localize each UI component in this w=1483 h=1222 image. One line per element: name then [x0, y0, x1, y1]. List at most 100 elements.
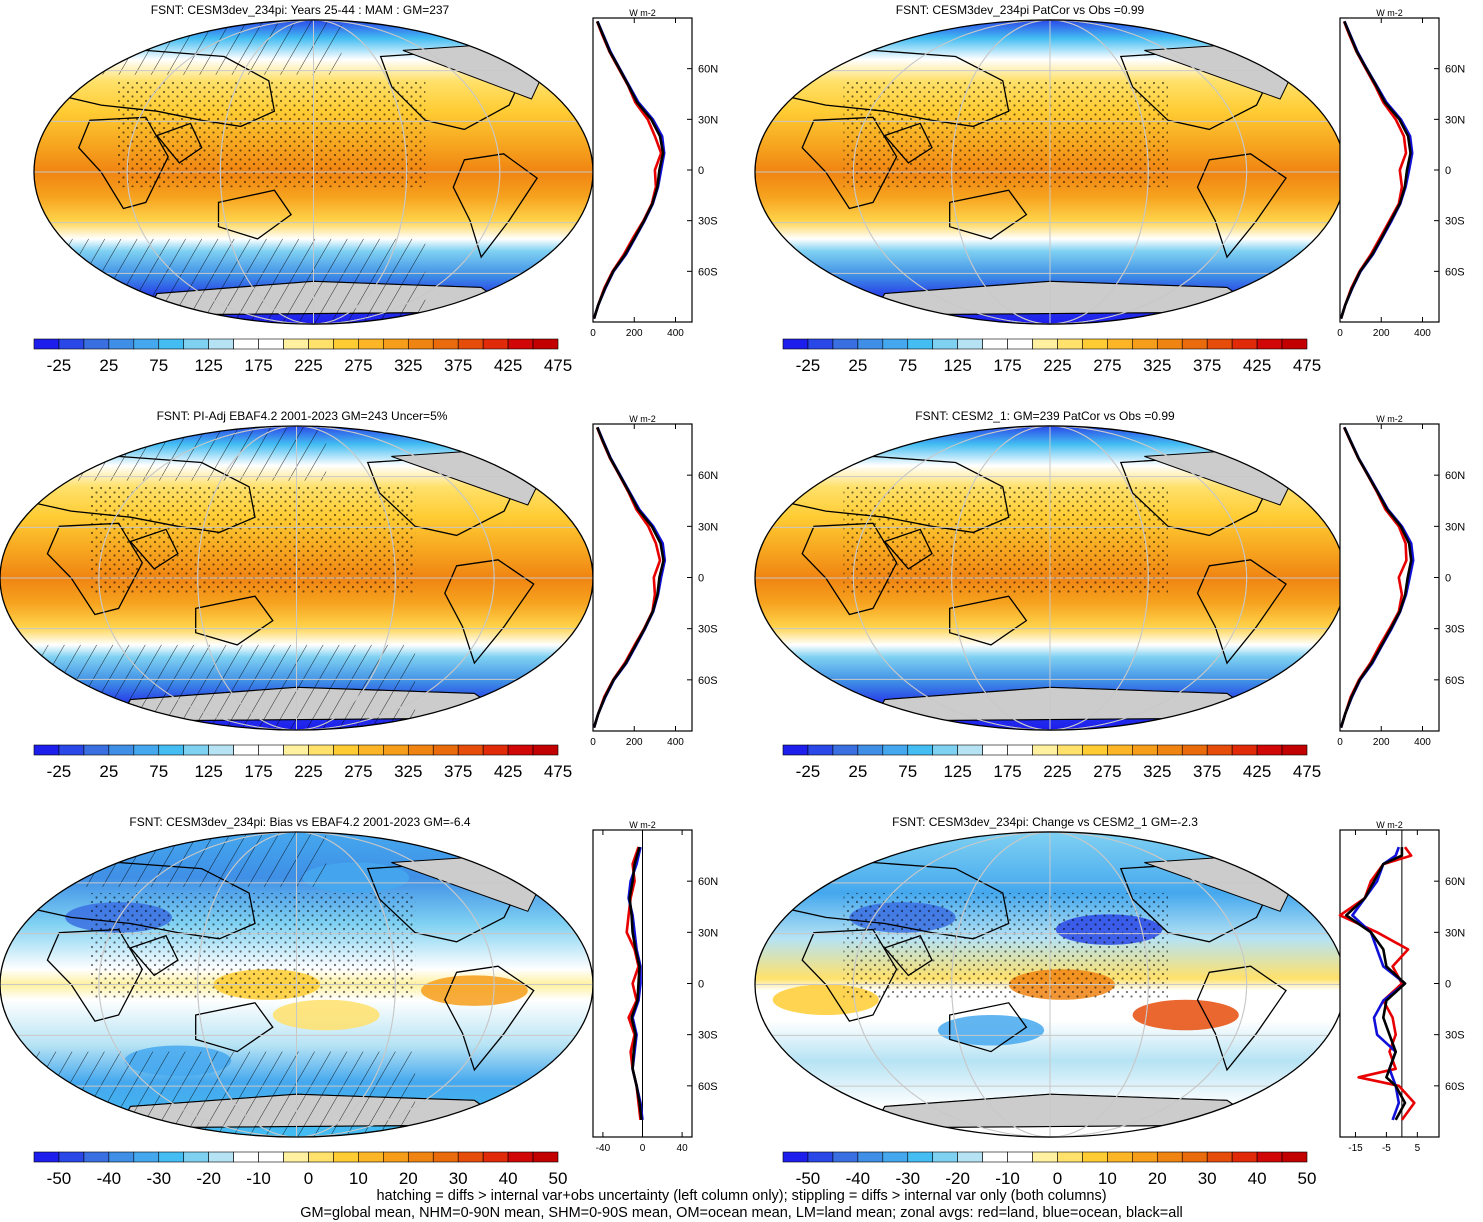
zonal-ytick-label: 30N [698, 521, 718, 533]
colorbar-swatch [1032, 1151, 1058, 1163]
colorbar-swatch [982, 1151, 1008, 1163]
colorbar-swatch [1181, 744, 1208, 756]
colorbar-label: -25 [47, 356, 72, 375]
graticule-lon [98, 832, 495, 1137]
colorbar-swatch [283, 744, 309, 756]
panel-title: FSNT: CESM3dev_234pi: Bias vs EBAF4.2 20… [129, 815, 470, 829]
colorbar-swatch [308, 744, 334, 756]
zonal-panel: W m-2 60N 30N 0 30S 60S 0 200 400 [1337, 414, 1465, 748]
colorbar-swatch [957, 338, 983, 350]
colorbar-swatch [333, 1151, 359, 1163]
colorbar-swatch [1007, 744, 1033, 756]
zonal-panel: W m-2 60N 30N 0 30S 60S 0 200 400 [590, 8, 718, 339]
colorbar-swatch [1032, 744, 1058, 756]
colorbar-swatch [1206, 338, 1233, 350]
zonal-panel: W m-2 60N 30N 0 30S 60S 0 200 400 [1337, 8, 1465, 339]
zonal-xtick-label: 0 [1337, 328, 1343, 339]
colorbar-swatch [58, 744, 85, 756]
stippling [843, 80, 1168, 188]
colorbar-label: -25 [47, 762, 72, 781]
zonal-ytick-label: 30N [1445, 927, 1465, 939]
zonal-frame [1339, 17, 1440, 323]
colorbar-swatch [1156, 338, 1183, 350]
colorbar-swatch [1132, 1151, 1158, 1163]
colorbar-label: -50 [47, 1169, 72, 1188]
colorbar-swatch [158, 1151, 185, 1163]
colorbar-swatch [857, 744, 884, 756]
panel-5: FSNT: CESM3dev_234pi: Bias vs EBAF4.2 20… [0, 815, 718, 1188]
colorbar-label: 425 [1243, 762, 1271, 781]
colorbar-swatch [807, 1151, 834, 1163]
zonal-xtick-label: 0 [590, 737, 596, 748]
zonal-ytick-label: 30N [1445, 521, 1465, 533]
colorbar-label: 50 [1298, 1169, 1317, 1188]
colorbar-label: -20 [196, 1169, 221, 1188]
colorbar-swatch [907, 744, 934, 756]
colorbar-swatch [507, 338, 534, 350]
colorbar-swatch [1231, 338, 1258, 350]
coastline [1196, 559, 1287, 665]
zonal-frame [1339, 829, 1440, 1138]
colorbar-swatch [482, 338, 509, 350]
map [755, 831, 1345, 1138]
colorbar-swatch [1082, 338, 1108, 350]
zonal-panel: W m-2 60N 30N 0 30S 60S -15 -5 5 [1338, 820, 1465, 1154]
map-anomaly [421, 975, 528, 1006]
colorbar: -25 25 75 125 175 225 275 325 375 425 475 [782, 338, 1321, 375]
zonal-ytick-label: 30N [1445, 114, 1465, 126]
colorbar-swatch [1181, 1151, 1208, 1163]
colorbar-label: 125 [943, 356, 971, 375]
colorbar-label: 10 [1098, 1169, 1117, 1188]
colorbar-swatch [83, 1151, 110, 1163]
colorbar-swatch [407, 1151, 434, 1163]
zonal-ytick-label: 60S [1445, 1081, 1465, 1093]
colorbar-swatch [358, 338, 384, 350]
zonal-ytick-label: 30S [698, 216, 718, 228]
colorbar-swatch [183, 338, 209, 350]
colorbar-swatch [33, 1151, 60, 1163]
colorbar-label: 325 [1143, 762, 1171, 781]
panel-4: FSNT: CESM2_1: GM=239 PatCor vs Obs =0.9… [754, 409, 1465, 781]
colorbar-swatch [1057, 338, 1083, 350]
colorbar-swatch [1281, 1151, 1308, 1163]
zonal-ytick-label: 0 [1445, 979, 1451, 991]
zonal-series-all [592, 20, 665, 319]
colorbar-swatch [358, 1151, 384, 1163]
colorbar-swatch [183, 744, 209, 756]
colorbar-swatch [183, 1151, 209, 1163]
colorbar-label: 125 [194, 356, 222, 375]
map [755, 19, 1345, 325]
zonal-ytick-label: 60S [1445, 266, 1465, 278]
stippling [843, 893, 1168, 1000]
zonal-ytick-label: 0 [1445, 573, 1451, 585]
colorbar-swatch [932, 1151, 958, 1163]
colorbar-label: 425 [494, 762, 522, 781]
colorbar-swatch [133, 744, 160, 756]
colorbar-label: 325 [394, 762, 422, 781]
colorbar-swatch [158, 744, 185, 756]
colorbar-swatch [1256, 744, 1283, 756]
zonal-ytick-label: 60S [1445, 675, 1465, 687]
colorbar-swatch [233, 1151, 259, 1163]
panel-1: FSNT: CESM3dev_234pi: Years 25-44 : MAM … [33, 3, 718, 375]
map [0, 426, 593, 730]
zonal-xtick-label: 400 [667, 737, 684, 748]
zonal-ytick-label: 60N [698, 876, 718, 888]
colorbar-swatch [33, 338, 60, 350]
colorbar-swatch [208, 744, 234, 756]
colorbar-swatch [857, 338, 884, 350]
colorbar-swatch [233, 744, 259, 756]
zonal-frame [592, 423, 693, 732]
zonal-xtick-label: -5 [1382, 1143, 1391, 1154]
zonal-ytick-label: 60N [698, 64, 718, 76]
colorbar-label: -25 [796, 762, 821, 781]
zonal-xtick-label: 5 [1415, 1143, 1421, 1154]
colorbar-swatch [283, 338, 309, 350]
colorbar-swatch [1156, 744, 1183, 756]
colorbar: -50 -40 -30 -20 -10 0 10 20 30 40 50 [782, 1151, 1317, 1188]
zonal-ytick-label: 30N [698, 927, 718, 939]
zonal-frame [592, 17, 693, 323]
colorbar-label: -30 [895, 1169, 920, 1188]
graticule-lon [197, 832, 396, 1137]
colorbar-label: 30 [449, 1169, 468, 1188]
